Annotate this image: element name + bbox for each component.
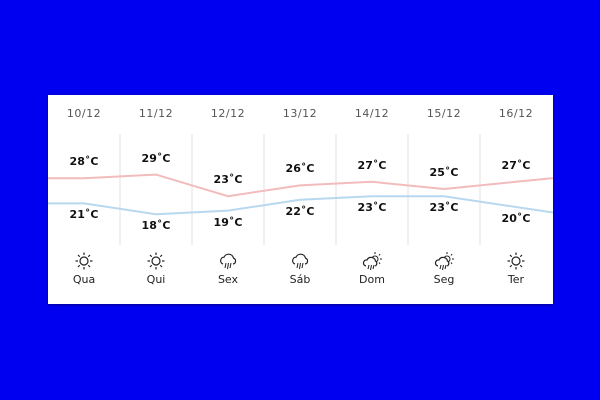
low-temperature: 23˚C	[357, 201, 387, 215]
rain-cloud-icon	[220, 253, 237, 270]
low-temperature: 18˚C	[141, 219, 171, 233]
high-temperature: 29˚C	[141, 151, 171, 165]
high-temperature: 28˚C	[69, 155, 99, 169]
high-temperature: 26˚C	[285, 162, 315, 176]
sun-icon	[75, 252, 93, 270]
low-temperature: 23˚C	[429, 201, 459, 215]
forecast-day-column: 11/12 29˚C 18˚C Qui	[120, 95, 192, 304]
sun-icon	[507, 252, 525, 270]
forecast-day-column: 13/12 26˚C 22˚C Sáb	[264, 95, 336, 304]
rain-cloud-icon	[292, 253, 309, 270]
high-temperature: 25˚C	[429, 166, 459, 179]
sun-rain-cloud-icon	[434, 252, 454, 271]
weather-forecast-card: 10/12 28˚C 21˚C Qua 11/12 29˚C 18˚C Qui 12…	[48, 95, 553, 304]
date-label: 12/12	[210, 107, 246, 120]
forecast-day-column: 16/12 27˚C 20˚C Ter	[480, 95, 552, 304]
low-temperature: 22˚C	[285, 204, 315, 218]
high-temperature-line	[48, 173, 553, 198]
high-temperature: 27˚C	[501, 158, 531, 172]
date-label: 16/12	[498, 107, 534, 120]
high-temperature: 27˚C	[357, 158, 387, 172]
weekday-label: Seg	[433, 273, 455, 286]
forecast-day-column: 14/12 27˚C 23˚C Dom	[336, 95, 408, 304]
weekday-label: Sex	[217, 273, 239, 286]
weekday-label: Dom	[359, 273, 385, 286]
date-label: 10/12	[66, 107, 102, 120]
date-label: 14/12	[354, 107, 390, 120]
weekday-label: Ter	[507, 273, 525, 286]
weekday-label: Qua	[72, 273, 96, 286]
low-temperature: 21˚C	[69, 208, 99, 222]
forecast-day-column: 15/12 25˚C 23˚C Seg	[408, 95, 480, 304]
low-temperature: 20˚C	[501, 212, 531, 225]
low-temperature-line	[48, 195, 553, 216]
date-label: 15/12	[426, 107, 462, 120]
date-label: 13/12	[282, 107, 318, 120]
forecast-day-column: 10/12 28˚C 21˚C Qua	[48, 95, 120, 304]
weekday-label: Qui	[146, 273, 166, 286]
date-label: 11/12	[138, 107, 174, 120]
high-temperature: 23˚C	[213, 173, 243, 187]
forecast-day-column: 12/12 23˚C 19˚C Sex	[192, 95, 264, 304]
weekday-label: Sáb	[289, 273, 311, 286]
sun-rain-cloud-icon	[362, 252, 382, 271]
sun-icon	[147, 252, 165, 270]
low-temperature: 19˚C	[213, 215, 243, 229]
temperature-chart	[48, 134, 553, 245]
